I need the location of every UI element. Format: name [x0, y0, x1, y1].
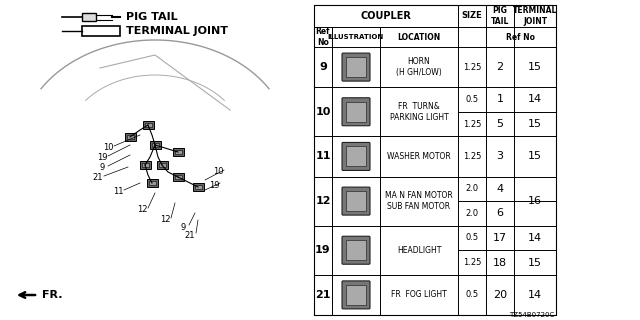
Text: 6: 6: [497, 208, 504, 218]
Text: FR  TURN&
PARKING LIGHT: FR TURN& PARKING LIGHT: [390, 102, 449, 122]
Text: 0.5: 0.5: [465, 234, 479, 243]
Bar: [127, 135, 134, 139]
Text: 16: 16: [528, 196, 542, 206]
Text: 12: 12: [316, 196, 331, 206]
FancyBboxPatch shape: [342, 187, 370, 215]
Bar: [82, 13, 96, 21]
Bar: [148, 181, 156, 185]
Bar: [147, 179, 157, 187]
Text: ILLUSTRATION: ILLUSTRATION: [328, 34, 384, 40]
Text: 18: 18: [493, 258, 507, 268]
Text: 2: 2: [497, 62, 504, 72]
Bar: [145, 123, 152, 127]
Text: 11: 11: [316, 151, 331, 161]
Text: 5: 5: [497, 119, 504, 129]
Text: 19: 19: [315, 245, 331, 255]
Text: 1.25: 1.25: [463, 258, 481, 267]
Bar: [346, 57, 366, 77]
Text: 10: 10: [212, 167, 223, 177]
Text: 19: 19: [97, 154, 108, 163]
Text: 0.5: 0.5: [465, 290, 479, 300]
Bar: [314, 5, 556, 315]
Bar: [82, 26, 120, 36]
Text: 3: 3: [497, 151, 504, 161]
Text: 21: 21: [185, 230, 195, 239]
Text: 17: 17: [493, 233, 507, 243]
Text: 15: 15: [528, 258, 542, 268]
Bar: [346, 147, 366, 166]
Bar: [140, 161, 150, 169]
Bar: [193, 183, 204, 191]
Text: 4: 4: [497, 184, 504, 194]
Text: 11: 11: [113, 188, 124, 196]
Text: 12: 12: [160, 215, 170, 225]
Bar: [175, 150, 182, 154]
Text: PIG
TAIL: PIG TAIL: [491, 6, 509, 26]
Bar: [173, 148, 184, 156]
Text: 2.0: 2.0: [465, 184, 479, 193]
Text: 10: 10: [316, 107, 331, 117]
Text: 9: 9: [180, 222, 186, 231]
Text: 21: 21: [316, 290, 331, 300]
FancyBboxPatch shape: [342, 98, 370, 126]
Text: 20: 20: [493, 290, 507, 300]
Bar: [195, 185, 202, 189]
Text: 9: 9: [319, 62, 327, 72]
Text: 1.25: 1.25: [463, 120, 481, 129]
Text: 2.0: 2.0: [465, 209, 479, 218]
Text: 15: 15: [528, 119, 542, 129]
Text: HEADLIGHT: HEADLIGHT: [397, 246, 441, 255]
Text: 14: 14: [528, 94, 542, 105]
Text: 21: 21: [93, 173, 103, 182]
Text: FR  FOG LIGHT: FR FOG LIGHT: [391, 290, 447, 300]
FancyBboxPatch shape: [342, 142, 370, 171]
Text: TERMINAL
JOINT: TERMINAL JOINT: [513, 6, 557, 26]
Text: PIG TAIL: PIG TAIL: [126, 12, 178, 22]
Text: TZ54B0720C: TZ54B0720C: [509, 312, 554, 318]
Text: 14: 14: [528, 233, 542, 243]
Bar: [346, 240, 366, 260]
Text: 9: 9: [99, 164, 104, 172]
Text: 1: 1: [497, 94, 504, 105]
Bar: [157, 161, 168, 169]
Bar: [143, 121, 154, 129]
FancyBboxPatch shape: [342, 281, 370, 309]
Bar: [125, 133, 136, 141]
Text: COUPLER: COUPLER: [360, 11, 412, 21]
Text: MA N FAN MOTOR
SUB FAN MOTOR: MA N FAN MOTOR SUB FAN MOTOR: [385, 191, 453, 211]
Bar: [346, 285, 366, 305]
Bar: [150, 141, 161, 149]
FancyBboxPatch shape: [342, 53, 370, 81]
Text: SIZE: SIZE: [461, 12, 483, 20]
Text: Ref
No: Ref No: [316, 27, 330, 47]
Text: TERMINAL JOINT: TERMINAL JOINT: [126, 26, 228, 36]
Bar: [173, 173, 184, 181]
Bar: [152, 143, 159, 147]
Text: 1.25: 1.25: [463, 152, 481, 161]
Text: 12: 12: [137, 205, 147, 214]
Bar: [346, 191, 366, 211]
Bar: [346, 102, 366, 122]
Text: 1.25: 1.25: [463, 63, 481, 72]
Text: HORN
(H GH/LOW): HORN (H GH/LOW): [396, 57, 442, 77]
Text: 0.5: 0.5: [465, 95, 479, 104]
Bar: [159, 163, 166, 167]
Text: 14: 14: [528, 290, 542, 300]
FancyBboxPatch shape: [342, 236, 370, 264]
Text: 10: 10: [103, 143, 113, 153]
Text: 15: 15: [528, 151, 542, 161]
Text: LOCATION: LOCATION: [397, 33, 440, 42]
Text: 19: 19: [209, 180, 220, 189]
Text: 15: 15: [528, 62, 542, 72]
Text: Ref No: Ref No: [506, 33, 536, 42]
Bar: [141, 163, 148, 167]
Text: WASHER MOTOR: WASHER MOTOR: [387, 152, 451, 161]
Text: FR.: FR.: [42, 290, 63, 300]
Bar: [175, 175, 182, 179]
